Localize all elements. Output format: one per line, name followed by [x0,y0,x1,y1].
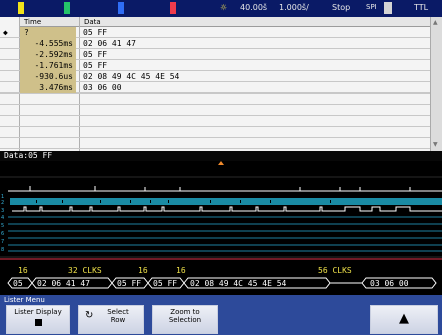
lister-display-button[interactable]: Lister Display [6,305,70,334]
count-label-2: 32 CLKS [68,266,102,275]
sun-icon: ☼ [220,3,228,12]
select-row-label: Select Row [107,308,129,324]
count-label-3: 16 [138,266,148,275]
menu-title: Lister Menu [4,296,45,304]
time-cell: -2.592ms [20,49,76,60]
count-label-4: 16 [176,266,186,275]
channel-1-indicator[interactable] [12,0,30,17]
svg-text:4: 4 [1,215,4,221]
scroll-down-icon[interactable]: ▼ [433,141,438,148]
data-cell: 05 FF [83,28,108,37]
data-cell: 05 FF [83,61,108,70]
select-row-button[interactable]: ↻ Select Row [78,305,144,334]
lister-display-label: Lister Display [14,308,62,316]
back-button[interactable]: ▲ [370,305,438,334]
decode-1: 05 [13,279,23,288]
time-cell: -4.555ms [20,38,76,49]
decode-2: 02 06 41 47 [37,279,90,288]
svg-text:3: 3 [1,208,4,214]
channel-4-indicator[interactable] [164,0,182,17]
rotate-knob-icon: ↻ [85,310,94,321]
table-row[interactable]: ◆? 05 FF [0,27,430,38]
up-arrow-icon: ▲ [399,311,409,326]
svg-text:2: 2 [1,200,4,206]
time-cell: 3.476ms [20,82,76,93]
data-cell: 03 06 00 [83,83,122,92]
zoom-to-selection-button[interactable]: Zoom to Selection [152,305,218,334]
table-row[interactable]: -2.592ms 05 FF [0,49,430,60]
run-state: Stop [332,3,351,12]
count-label-5: 56 CLKS [318,266,352,275]
count-label-1: 16 [18,266,28,275]
status-bar: ☼ 40.00š 1.000š/ Stop SPI TTL [0,0,442,17]
serial-protocol-label: SPI [366,3,377,11]
data-cell: 02 06 41 47 [83,39,136,48]
data-readout: Data:05 FF [0,151,442,161]
svg-text:7: 7 [1,239,4,245]
decode-3: 05 FF [117,279,141,288]
lister-table[interactable]: Time Data ◆? 05 FF -4.555ms 02 06 41 47 -2.5… [0,17,442,151]
logic-mode-label: TTL [414,3,429,12]
table-row[interactable]: -4.555ms 02 06 41 47 [0,38,430,49]
svg-text:8: 8 [1,247,4,253]
channel-3-indicator[interactable] [112,0,130,17]
decode-6: 03 06 00 [370,279,409,288]
svg-text:1: 1 [1,194,4,200]
trigger-marker-icon [218,161,224,165]
time-cell: ? [20,27,76,38]
data-cell: 02 08 49 4C 45 4E 54 [83,72,180,81]
trigger-time-value: 1.000š/ [279,3,309,12]
timebase-value: 40.00š [240,3,268,12]
column-header-time[interactable]: Time [20,17,79,27]
table-row[interactable]: 3.476ms 03 06 00 [0,82,430,93]
time-cell: -930.6us [20,71,76,82]
row-cursor-icon: ◆ [3,28,8,37]
data-cell: 05 FF [83,50,108,59]
lister-scrollbar[interactable]: ▲ ▼ [430,17,442,151]
softkey-menu: Lister Menu Lister Display ↻ Select Row … [0,295,442,335]
column-header-data[interactable]: Data [80,17,430,27]
toggle-indicator-icon [34,319,42,326]
svg-text:5: 5 [1,223,4,229]
zoom-to-selection-label: Zoom to Selection [168,308,202,324]
decode-4: 05 FF [153,279,177,288]
decode-5: 02 08 49 4C 45 4E 54 [190,279,287,288]
time-cell: -1.761ms [20,60,76,71]
table-row[interactable]: -1.761ms 05 FF [0,60,430,71]
svg-text:6: 6 [1,231,4,237]
scroll-up-icon[interactable]: ▲ [433,19,438,26]
waveform-svg: 12 34 56 78 [0,161,442,289]
table-row[interactable]: -930.6us 02 08 49 4C 45 4E 54 [0,71,430,82]
trigger-level-icon [384,2,392,14]
channel-2-indicator[interactable] [58,0,76,17]
